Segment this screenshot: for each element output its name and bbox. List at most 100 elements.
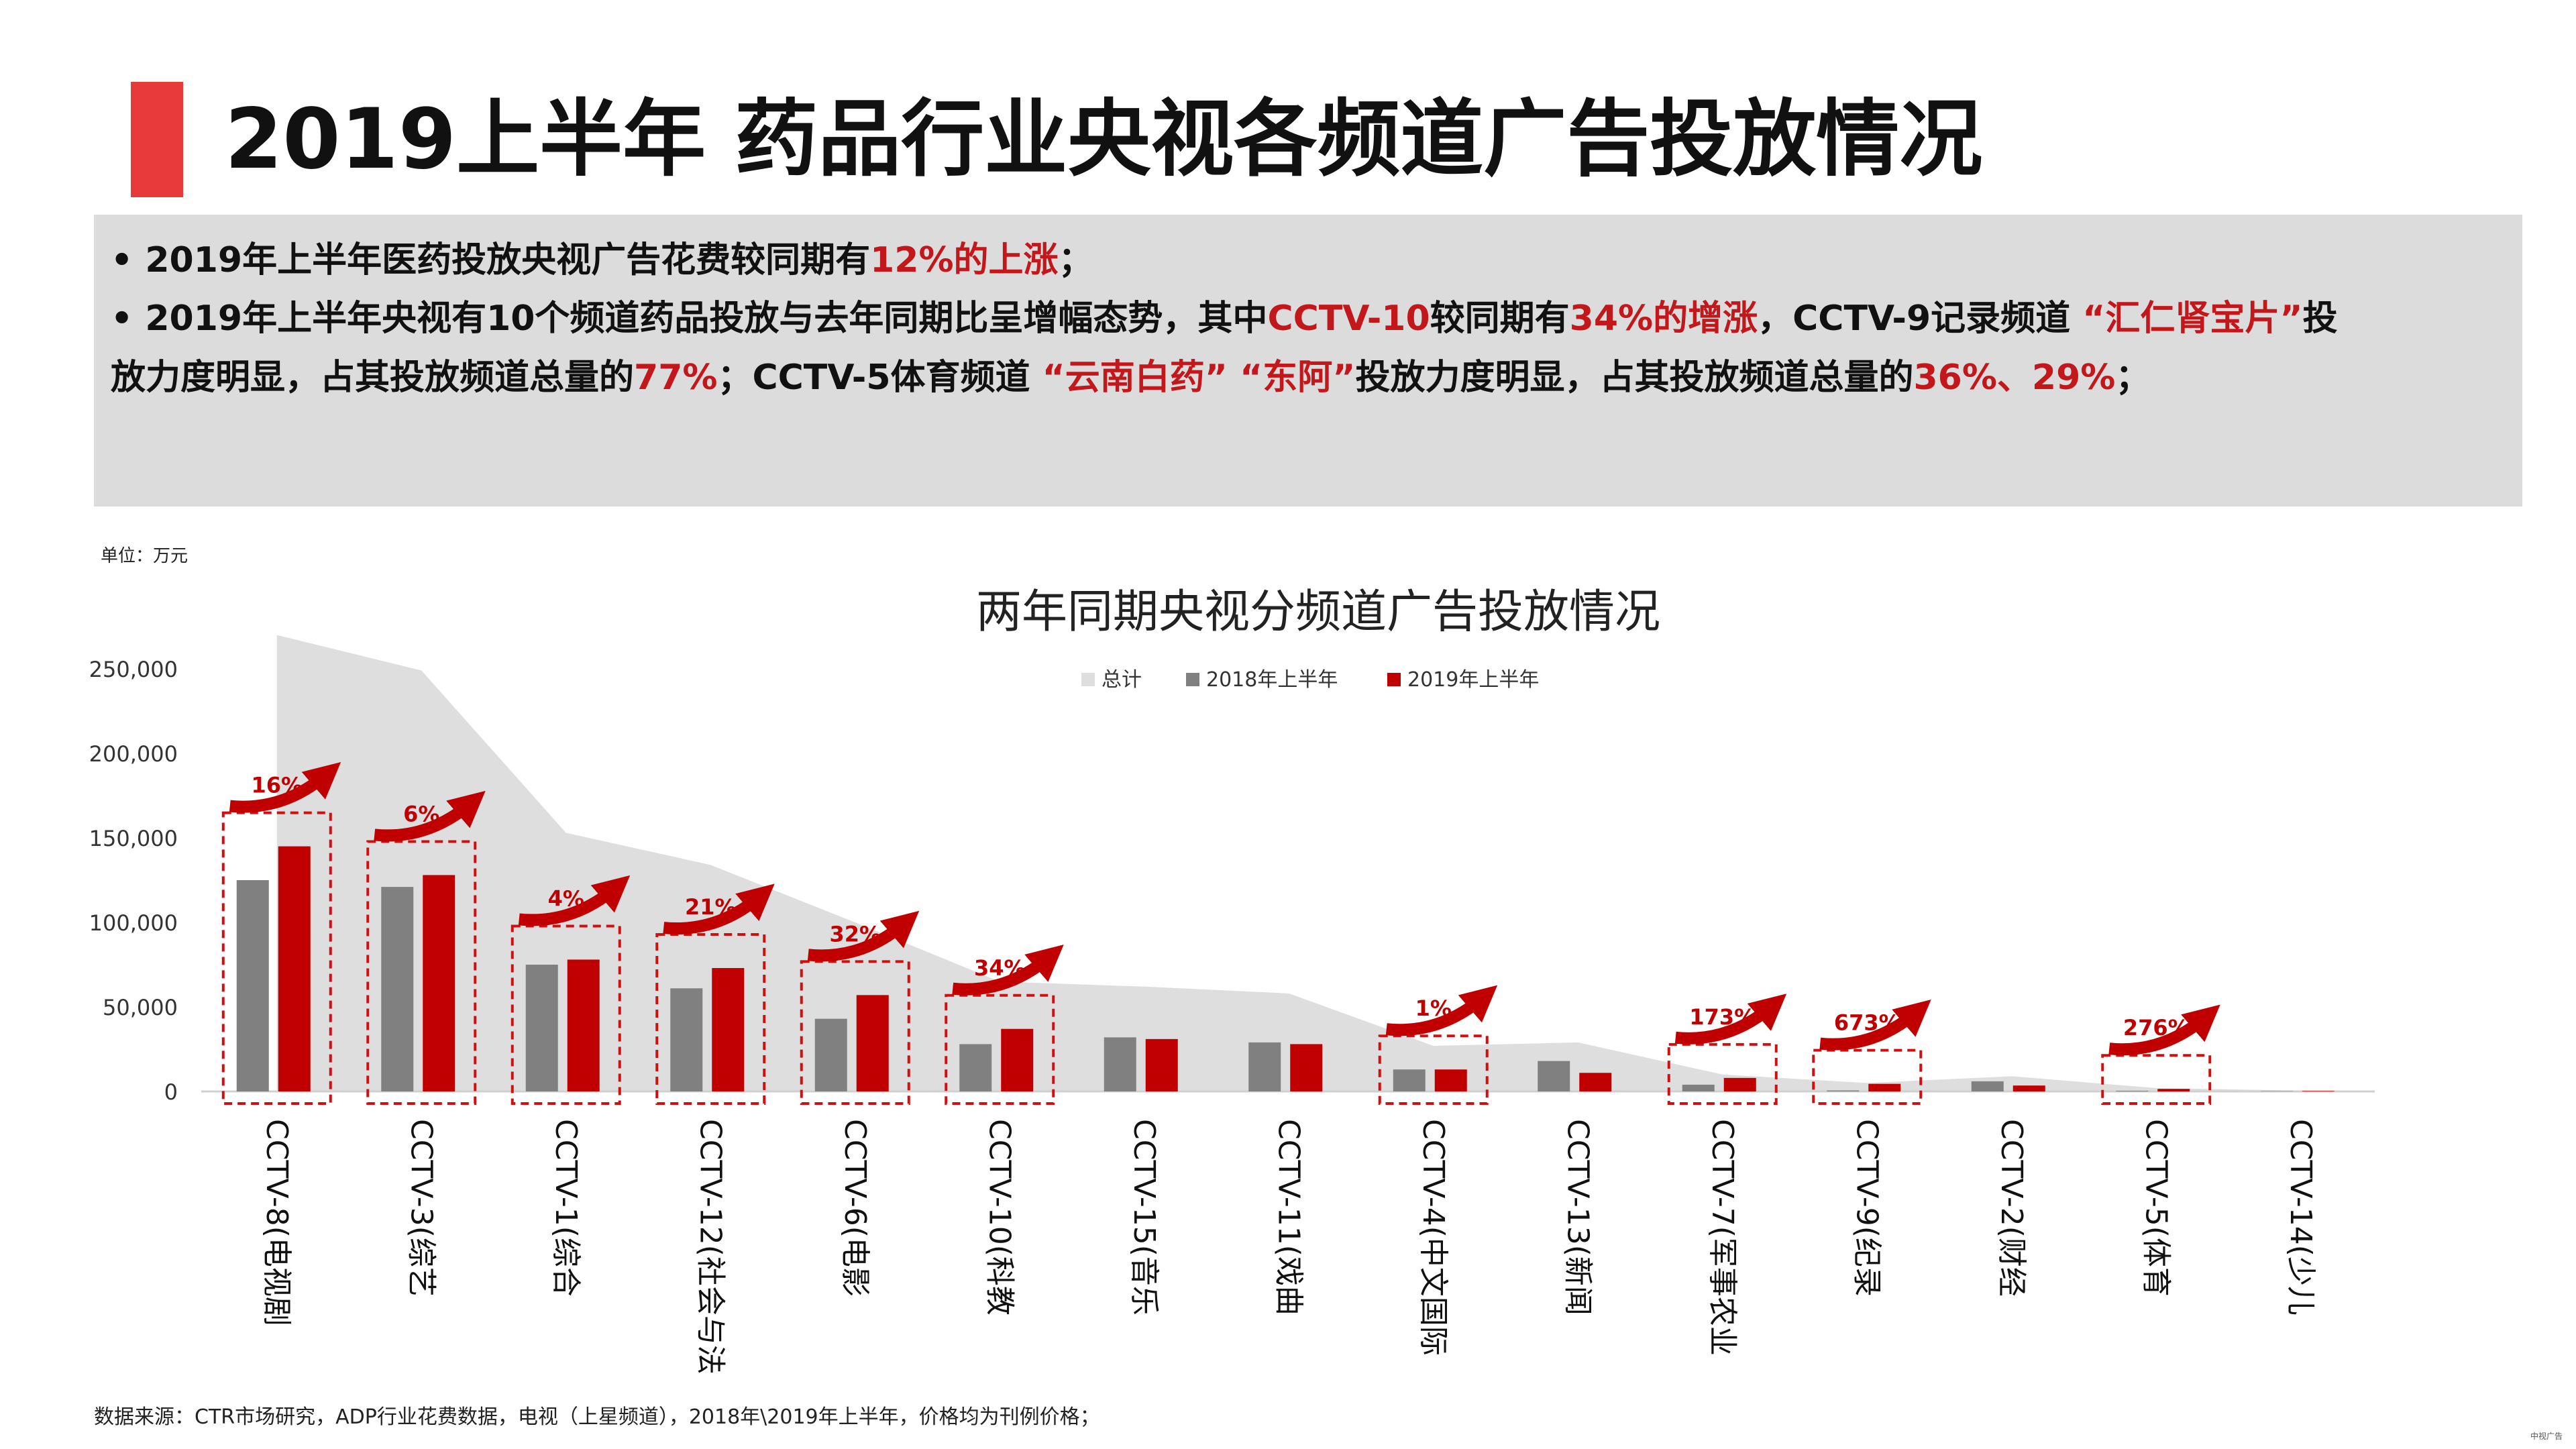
bar-2018 (1393, 1069, 1426, 1091)
page-title: 2019上半年 药品行业央视各频道广告投放情况 (225, 91, 1983, 188)
growth-highlight-box (1667, 1042, 1778, 1105)
summary-segment: “东阿” (1240, 358, 1356, 398)
bar-2019 (1434, 1069, 1467, 1091)
summary-line-1: • 2019年上半年医药投放央视广告花费较同期有12%的上涨； (111, 231, 2499, 289)
summary-segment: 放力度明显，占其投放频道总量的 (111, 358, 635, 398)
bar-2019 (1579, 1073, 1612, 1091)
bar-2019 (1001, 1028, 1034, 1091)
x-tick-label: CCTV-3(综艺 (404, 1119, 438, 1297)
y-tick-label: 0 (164, 1079, 178, 1105)
legend-label: 2019年上半年 (1407, 668, 1539, 692)
bar-2019 (423, 875, 455, 1091)
bar-2018 (814, 1018, 847, 1091)
bar-2019 (567, 959, 600, 1091)
bar-2018 (236, 880, 269, 1091)
summary-segment: “汇仁肾宝片” (2082, 299, 2303, 339)
summary-segment: ； (2115, 358, 2151, 398)
growth-label: 32% (829, 921, 881, 947)
x-tick-label: CCTV-4(中文国际 (1416, 1119, 1450, 1356)
summary-line-2: • 2019年上半年央视有10个频道药品投放与去年同期比呈增幅态势，其中CCTV… (111, 290, 2499, 347)
growth-label: 16% (251, 773, 303, 798)
growth-highlight-box (366, 840, 477, 1105)
legend-label: 2018年上半年 (1206, 668, 1338, 692)
total-area (276, 635, 2301, 1091)
bar-2019 (278, 846, 311, 1091)
growth-highlight-box (800, 960, 910, 1105)
y-tick-label: 100,000 (89, 910, 178, 936)
y-tick-label: 200,000 (89, 741, 178, 767)
legend-swatch (1081, 673, 1095, 686)
bar-2019 (1145, 1038, 1178, 1091)
bar-2019 (1868, 1083, 1901, 1091)
x-tick-label: CCTV-13(新闻 (1560, 1119, 1595, 1316)
x-tick-label: CCTV-7(军事农业 (1705, 1119, 1739, 1356)
summary-segment (1228, 358, 1240, 398)
chart-title: 两年同期央视分频道广告投放情况 (976, 586, 1660, 639)
x-tick-label: CCTV-9(纪录 (1849, 1119, 1884, 1297)
data-source-note: 数据来源：CTR市场研究，ADP行业花费数据，电视（上星频道），2018年\20… (94, 1405, 1100, 1429)
summary-segment: 34%的增涨 (1569, 299, 1758, 339)
growth-label: 21% (685, 894, 737, 920)
summary-segment: 投 (2302, 299, 2338, 339)
growth-label: 673% (1834, 1010, 1900, 1036)
summary-segment: 77% (634, 358, 718, 398)
legend-label: 总计 (1102, 668, 1142, 692)
summary-segment: ； (1058, 240, 1093, 280)
summary-segment: ；CCTV-5体育频道 (717, 358, 1042, 398)
y-tick-label: 50,000 (103, 995, 178, 1020)
growth-arrow (663, 883, 775, 934)
x-tick-label: CCTV-10(科教 (982, 1119, 1016, 1316)
summary-segment: “云南白药” (1042, 358, 1228, 398)
growth-highlight-box (2101, 1054, 2212, 1105)
growth-arrow (1674, 994, 1787, 1044)
summary-segment: • 2019年上半年医药投放央视广告花费较同期有 (111, 240, 871, 280)
bar-2018 (1248, 1042, 1281, 1091)
summary-segment: 较同期有 (1430, 299, 1570, 339)
x-tick-label: CCTV-14(少儿 (2284, 1119, 2318, 1316)
y-tick-label: 250,000 (89, 657, 178, 682)
bar-2018 (525, 965, 558, 1091)
growth-highlight-box (1812, 1049, 1923, 1106)
bar-2018 (1971, 1081, 2004, 1091)
summary-segment: 12%的上涨 (870, 240, 1059, 280)
growth-label: 34% (974, 955, 1026, 981)
growth-label: 276% (2123, 1015, 2190, 1040)
growth-label: 1% (1415, 996, 1452, 1021)
chart-legend: 总计 2018年上半年 2019年上半年 (1081, 668, 1539, 692)
growth-arrow (1385, 985, 1498, 1036)
unit-label: 单位：万元 (101, 546, 189, 566)
bar-2018 (1104, 1037, 1136, 1091)
summary-segment: ，CCTV-9记录频道 (1758, 299, 2083, 339)
x-tick-label: CCTV-5(体育 (2139, 1119, 2173, 1297)
x-tick-label: CCTV-12(社会与法 (693, 1119, 727, 1375)
bar-2018 (959, 1044, 992, 1091)
growth-arrow (518, 875, 631, 926)
x-tick-label: CCTV-2(财经 (1994, 1119, 2029, 1297)
bar-2019 (2012, 1085, 2045, 1091)
bar-2018 (1682, 1084, 1715, 1091)
summary-segment: CCTV-10 (1267, 299, 1430, 339)
y-tick-label: 150,000 (89, 826, 178, 851)
growth-arrow (952, 945, 1064, 996)
bar-2019 (856, 995, 889, 1091)
summary-box: • 2019年上半年医药投放央视广告花费较同期有12%的上涨； • 2019年上… (94, 215, 2522, 506)
summary-segment: 36%、29% (1913, 358, 2116, 398)
growth-highlight-box (945, 994, 1055, 1106)
watermark: 中视广告 (2530, 1432, 2563, 1441)
legend-swatch (1387, 673, 1401, 686)
summary-segment: • 2019年上半年央视有10个频道药品投放与去年同期比呈增幅态势，其中 (111, 299, 1268, 339)
growth-arrow (2108, 1004, 2220, 1056)
bar-2019 (1290, 1044, 1323, 1091)
growth-highlight-box (655, 933, 766, 1106)
growth-arrow (807, 910, 920, 962)
x-tick-label: CCTV-8(电视剧 (260, 1119, 294, 1326)
summary-segment: 投放力度明显，占其投放频道总量的 (1355, 358, 1914, 398)
legend-swatch (1186, 673, 1199, 686)
bar-2019 (712, 968, 745, 1091)
bar-2018 (381, 887, 414, 1091)
x-tick-label: CCTV-11(戏曲 (1271, 1119, 1305, 1316)
growth-arrow (229, 761, 341, 813)
growth-highlight-box (1378, 1034, 1489, 1105)
x-tick-label: CCTV-6(电影 (838, 1119, 872, 1297)
growth-highlight-box (221, 811, 332, 1105)
